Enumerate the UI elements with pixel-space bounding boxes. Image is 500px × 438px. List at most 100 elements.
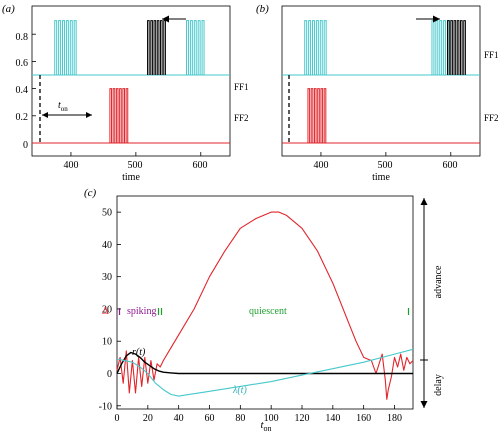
panel-b-spike-ff1-black-0-2: [453, 20, 457, 75]
panel-b-spike-ff2-red-0-3: [317, 88, 320, 143]
panel-a-xtick-1: 500: [128, 160, 143, 171]
panel-a-ytick-3: 0.6: [16, 58, 29, 69]
panel-c-xtick-label-5: 100: [264, 413, 279, 424]
panel-c-frame: [116, 195, 414, 410]
panel-a-spike-ff1-cyan-1-3: [197, 20, 201, 75]
panel-a-spike-ff1-black-0-3: [156, 20, 160, 75]
panel-c-ytick-label-5: 40: [102, 240, 112, 251]
panel-b-spike-ff2-red-0-0: [307, 88, 311, 143]
panel-b-spike-ff1-cyan-0-2: [312, 20, 315, 75]
panel-a-label: (a): [2, 3, 15, 15]
panel-c-ytick-label-6: 50: [102, 208, 112, 219]
panel-c-ytick-label-1: 0: [107, 369, 112, 380]
panel-b-spike-ff1-cyan-0-0: [304, 20, 308, 75]
panel-a-traces: [32, 20, 230, 156]
panel-a-spike-ff2-red-0-4: [122, 88, 126, 143]
panel-a-spike-ff1-cyan-1-2: [193, 20, 197, 75]
panel-c-ytick-label-3: 20: [102, 304, 112, 315]
panel-a-xticks: 400 500 600: [64, 160, 208, 171]
panel-a-ytick-4: 0.8: [16, 32, 29, 43]
panel-c-xtick-label-8: 160: [356, 413, 371, 424]
panel-b-xtick-1: 500: [378, 160, 393, 171]
panel-b-spike-ff2-red-0-2: [313, 88, 317, 143]
panel-b-spike-ff1-cyan-1-3: [443, 20, 447, 75]
panel-a-spike-ff1-black-0-5: [163, 20, 166, 75]
panel-c-xtick-label-7: 140: [325, 413, 340, 424]
panel-c-xtick-label-1: 20: [143, 413, 153, 424]
panel-a-spike-ff2-red-0-0: [109, 88, 113, 143]
panel-a-shift-arrowhead-icon: [162, 15, 169, 23]
panel-a-xlabel: time: [122, 172, 140, 183]
panel-a-spike-ff2-red-0-1: [112, 88, 116, 143]
panel-c: (c) 0 20 40 60 80 100 120 140 160 180-10010203040…: [84, 187, 444, 433]
panel-a-ton-arrowhead-left-icon: [42, 112, 48, 118]
panel-b-spike-ff1-black-0-0: [447, 20, 450, 75]
panel-b-spike-ff1-cyan-0-5: [323, 20, 327, 75]
panel-a-spike-ff1-cyan-0-5: [73, 20, 77, 75]
panel-a-spike-ff1-black-0-1: [150, 20, 153, 75]
panel-b-xticks: 400 500 600: [314, 160, 458, 171]
panel-a-ytick-0: 0: [23, 140, 28, 151]
panel-a-spike-ff1-cyan-0-0: [54, 20, 58, 75]
panel-a-xtick-0: 400: [64, 160, 79, 171]
panel-b-spike-ff2-red-0-1: [310, 88, 314, 143]
panel-b-spike-ff1-black-0-3: [456, 20, 460, 75]
panel-a-spike-ff1-cyan-0-1: [58, 20, 62, 75]
panel-c-ytick-label-4: 30: [102, 272, 112, 283]
panel-c-delay-label: delay: [433, 374, 444, 396]
panel-a-spike-ff1-cyan-0-2: [62, 20, 65, 75]
panel-a-spike-ff1-cyan-1-4: [201, 20, 205, 75]
panel-c-xtick-label-2: 40: [174, 413, 184, 424]
panel-a-spike-ff2-red-0-3: [119, 88, 122, 143]
panel-b-spike-ff2-red-0-5: [323, 88, 327, 143]
panel-b-spike-ff1-cyan-1-2: [439, 20, 443, 75]
panel-a-spike-ff2-red-0-2: [115, 88, 119, 143]
panel-b-label: (b): [256, 3, 269, 15]
panel-b-spike-ff1-cyan-0-3: [315, 20, 319, 75]
panel-c-traces: [116, 211, 414, 400]
panel-b-ff2-label: FF2: [484, 113, 499, 123]
panel-c-ytick-label-0: -10: [99, 401, 112, 412]
panel-a-ff1-label: FF1: [234, 82, 249, 92]
panel-a-ytick-1: 0.2: [16, 112, 29, 123]
panel-a-frame: [31, 5, 231, 157]
panel-c-advance-label: advance: [433, 265, 444, 298]
panel-a-ton-label: ton: [58, 100, 68, 113]
panel-c-delay-arrowhead-icon: [420, 401, 428, 408]
panel-c-xtick-label-6: 120: [295, 413, 310, 424]
panel-c-xtick-label-0: 0: [115, 413, 120, 424]
panel-c-spiking-label: spiking: [127, 306, 156, 317]
panel-c-regime-markers: [118, 308, 410, 315]
panel-b-traces: [282, 20, 480, 156]
panel-a-spike-ff1-cyan-1-0: [186, 20, 189, 75]
panel-c-xtick-label-4: 80: [235, 413, 245, 424]
panel-c-xtick-label-9: 180: [387, 413, 402, 424]
panel-b-spike-ff1-cyan-1-0: [431, 20, 435, 75]
panel-b-xtick-0: 400: [314, 160, 329, 171]
panel-a-spike-ff1-cyan-0-3: [65, 20, 69, 75]
panel-c-xlabel: ton: [260, 419, 271, 433]
panel-a-yticks: 0 0.2 0.4 0.6 0.8: [16, 32, 29, 151]
panel-a: (a) 0 0.2 0.4 0.6 0.8 400 500 600 time F…: [2, 3, 249, 183]
panel-b-spike-ff1-black-0-4: [460, 20, 463, 75]
panel-a-spike-ff1-black-0-4: [160, 20, 163, 75]
panel-b-spike-ff1-cyan-0-4: [319, 20, 323, 75]
panel-a-spike-ff1-black-0-0: [147, 20, 150, 75]
panel-b-spike-ff1-cyan-0-1: [308, 20, 312, 75]
panel-a-spike-ff1-cyan-0-4: [69, 20, 73, 75]
panel-b-frame: [281, 5, 481, 157]
panel-c-advance-arrowhead-icon: [420, 198, 428, 205]
panel-a-ff2-label: FF2: [234, 113, 249, 123]
panel-a-spike-ff2-red-0-5: [125, 88, 129, 143]
panel-a-spike-ff1-cyan-1-1: [189, 20, 193, 75]
panel-b-spike-ff1-cyan-1-1: [435, 20, 439, 75]
panel-c-lambda-label: λ(t): [232, 385, 247, 396]
panel-b-ff1-label: FF1: [484, 50, 499, 60]
panel-a-spike-ff1-black-0-2: [153, 20, 157, 75]
panel-c-series-delta-line: [116, 211, 414, 400]
panel-b: (b) 400 500 600 time FF1 FF2: [256, 3, 499, 183]
panel-c-series-r-line: [116, 351, 413, 375]
panel-c-series-lambda-line: [116, 348, 414, 397]
